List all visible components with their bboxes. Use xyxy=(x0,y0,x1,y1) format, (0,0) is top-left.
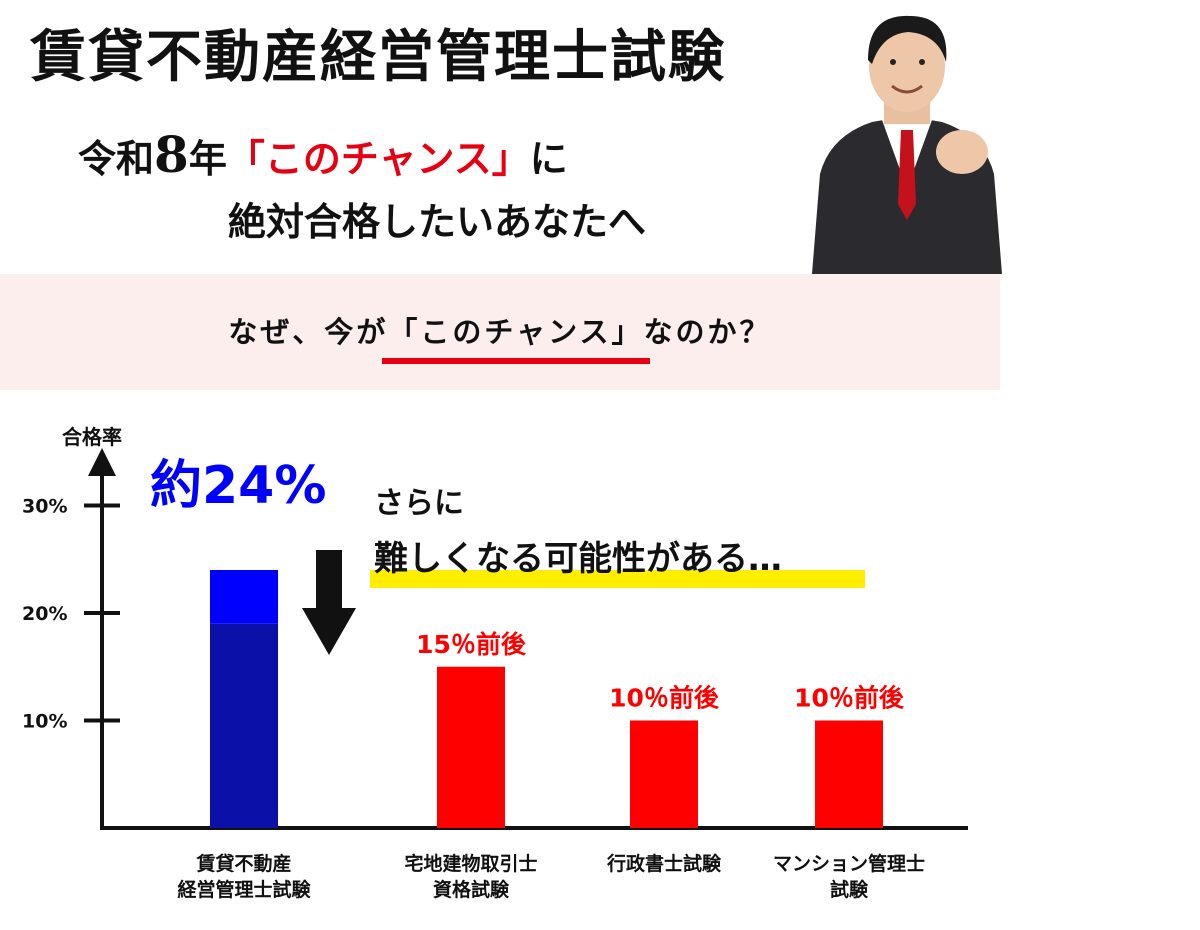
y-tick-label: 30% xyxy=(22,496,67,518)
bar xyxy=(437,666,505,828)
subtitle-particle: に xyxy=(529,136,568,181)
bar xyxy=(630,720,698,828)
bar xyxy=(210,623,278,828)
down-arrow-icon xyxy=(302,550,356,655)
x-category-label: 賃貸不動産 xyxy=(195,852,291,875)
x-category-label: 行政書士試験 xyxy=(606,852,722,875)
businessman-photo xyxy=(812,4,1002,274)
subtitle-chance: 「このチャンス」 xyxy=(226,136,530,181)
highlight-bar xyxy=(370,570,865,588)
x-category-label: 経営管理士試験 xyxy=(177,878,311,901)
harder-text: 難しくなる可能性がある… xyxy=(374,539,782,579)
bar-upper xyxy=(210,570,278,624)
bar-label: 10％前後 xyxy=(609,684,720,713)
pass-rate-chart: 合格率 10% 20% 30% 15％前後 10％前後 10％前後 賃貸不動産経営管理士… xyxy=(22,425,968,901)
subtitle-era: 令和 xyxy=(78,136,155,181)
subtitle-year-suffix: 年 xyxy=(188,136,227,181)
x-category-label: 宅地建物取引士 xyxy=(404,852,537,875)
banner-underline xyxy=(382,358,650,364)
subtitle-line-2: 絶対合格したいあなたへ xyxy=(228,199,647,244)
x-category-label: マンション管理士 xyxy=(773,852,925,875)
subtitle-line-1: 令和8年「このチャンス」に xyxy=(78,128,568,186)
x-category-label: 資格試験 xyxy=(433,878,510,901)
y-axis-label: 合格率 xyxy=(62,425,122,449)
further-text: さらに xyxy=(374,486,464,521)
bar xyxy=(815,720,883,828)
banner-question: なぜ、今が「このチャンス」なのか？ xyxy=(228,315,772,349)
pass-rate-callout: 約24% xyxy=(150,456,326,516)
y-tick-label: 10% xyxy=(22,711,67,733)
bar-label: 10％前後 xyxy=(794,684,905,713)
y-tick-label: 20% xyxy=(22,603,67,625)
subtitle-year-number: 8 xyxy=(154,125,189,184)
question-banner: なぜ、今が「このチャンス」なのか？ xyxy=(0,274,1000,390)
page-title: 賃貸不動産経営管理士試験 xyxy=(30,25,726,90)
x-category-label: 試験 xyxy=(830,878,869,901)
bar-label: 15％前後 xyxy=(416,630,527,659)
